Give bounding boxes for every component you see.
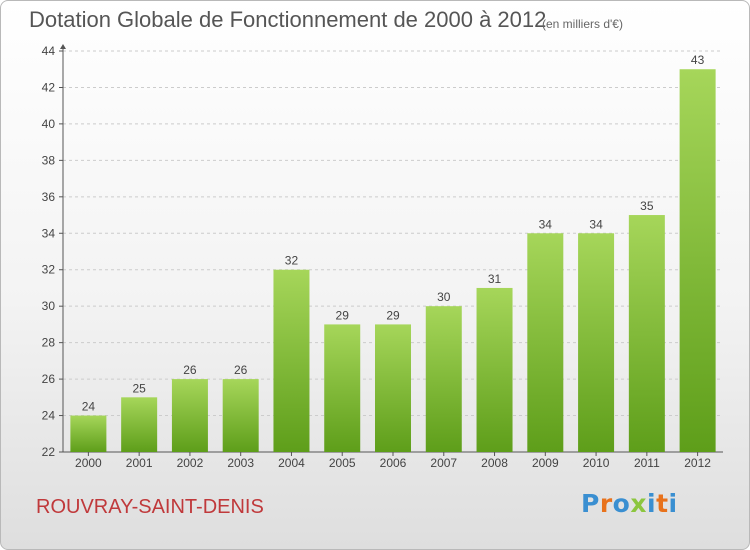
x-tick-label: 2004 bbox=[278, 456, 305, 470]
y-tick-label: 32 bbox=[42, 263, 56, 277]
bar-value-label: 25 bbox=[132, 381, 146, 395]
x-tick-label: 2011 bbox=[634, 456, 660, 470]
x-tick-label: 2010 bbox=[583, 456, 610, 470]
logo-letter: P bbox=[581, 489, 600, 518]
x-tick-label: 2003 bbox=[227, 456, 254, 470]
bar-value-label: 34 bbox=[539, 217, 553, 231]
y-tick-label: 22 bbox=[42, 445, 56, 459]
x-tick-label: 2012 bbox=[684, 456, 711, 470]
chart-title: Dotation Globale de Fonctionnement de 20… bbox=[29, 7, 547, 32]
x-tick-label: 2000 bbox=[75, 456, 102, 470]
y-tick-label: 28 bbox=[42, 336, 56, 350]
bar-value-label: 29 bbox=[386, 308, 400, 322]
logo-letter: t bbox=[656, 489, 669, 518]
y-axis-arrow bbox=[60, 44, 66, 49]
y-tick-label: 42 bbox=[42, 80, 56, 94]
bar-value-label: 26 bbox=[183, 363, 197, 377]
bar bbox=[476, 287, 513, 452]
bar bbox=[222, 379, 259, 452]
bar-value-label: 24 bbox=[82, 400, 96, 414]
x-tick-label: 2006 bbox=[380, 456, 407, 470]
bar-value-label: 30 bbox=[437, 290, 451, 304]
bar bbox=[527, 233, 564, 452]
bar bbox=[628, 215, 665, 452]
logo-letter: i bbox=[647, 489, 657, 518]
y-tick-label: 24 bbox=[42, 409, 56, 423]
logo-letter: r bbox=[599, 489, 613, 518]
proxiti-logo[interactable]: Proxiti bbox=[581, 489, 678, 518]
logo-letter: o bbox=[612, 489, 631, 518]
bar bbox=[171, 379, 208, 452]
y-tick-label: 44 bbox=[42, 44, 56, 58]
bar bbox=[273, 269, 310, 452]
y-tick-label: 26 bbox=[42, 372, 56, 386]
x-tick-label: 2007 bbox=[430, 456, 457, 470]
logo-letter: x bbox=[630, 489, 647, 518]
bar-value-label: 29 bbox=[336, 308, 350, 322]
y-tick-label: 34 bbox=[42, 226, 56, 240]
bar-value-label: 43 bbox=[691, 53, 705, 67]
x-tick-label: 2005 bbox=[329, 456, 356, 470]
y-tick-label: 36 bbox=[42, 190, 56, 204]
bar-value-label: 26 bbox=[234, 363, 248, 377]
bar-value-label: 35 bbox=[640, 199, 654, 213]
bar bbox=[121, 397, 158, 452]
y-tick-label: 30 bbox=[42, 299, 56, 313]
bar-value-label: 32 bbox=[285, 254, 299, 268]
bar bbox=[70, 415, 107, 452]
y-tick-label: 38 bbox=[42, 153, 56, 167]
x-tick-label: 2002 bbox=[177, 456, 204, 470]
x-tick-label: 2001 bbox=[126, 456, 153, 470]
commune-name: ROUVRAY-SAINT-DENIS bbox=[36, 496, 264, 518]
bar-value-label: 34 bbox=[589, 217, 603, 231]
bar bbox=[324, 324, 361, 452]
bar bbox=[375, 324, 411, 452]
bar bbox=[425, 306, 462, 452]
x-tick-label: 2008 bbox=[481, 456, 508, 470]
bar bbox=[679, 69, 716, 453]
bar-value-label: 31 bbox=[488, 272, 502, 286]
logo-letter: i bbox=[668, 489, 678, 518]
y-tick-label: 40 bbox=[42, 117, 56, 131]
chart-subtitle: (en milliers d'€) bbox=[542, 17, 623, 31]
bar bbox=[578, 233, 615, 452]
x-tick-label: 2009 bbox=[532, 456, 559, 470]
